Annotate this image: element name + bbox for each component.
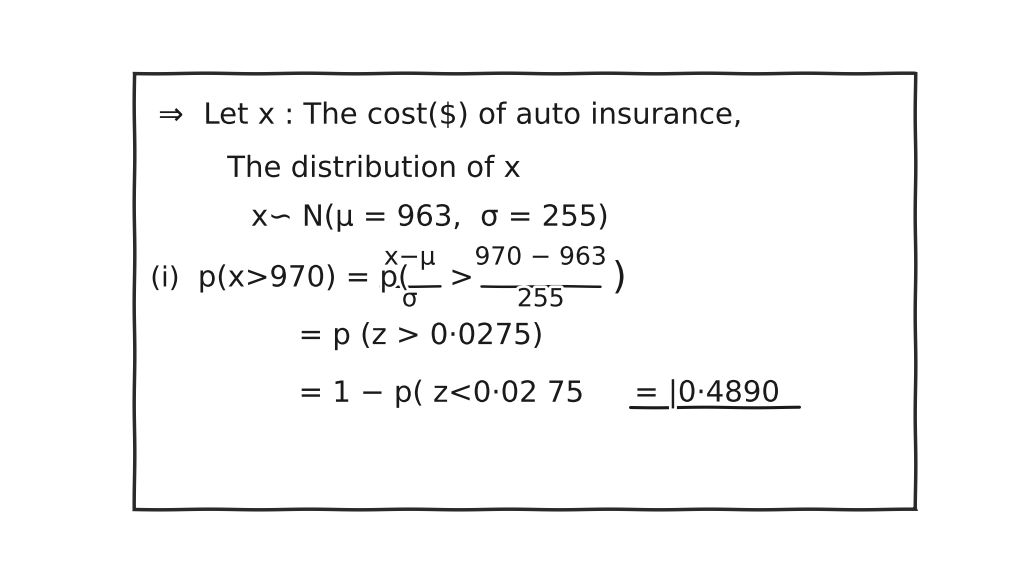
Text: Let x : The cost($) of auto insurance,: Let x : The cost($) of auto insurance, <box>204 102 742 130</box>
Text: p(x>970) = p(: p(x>970) = p( <box>198 264 409 293</box>
Text: = 1 − p( z<0·02 75: = 1 − p( z<0·02 75 <box>299 380 584 408</box>
Text: = |0·4890: = |0·4890 <box>634 380 779 408</box>
Text: x−μ: x−μ <box>384 245 435 270</box>
Text: 970 − 963: 970 − 963 <box>474 245 607 270</box>
Text: ⇒: ⇒ <box>158 101 183 130</box>
Text: The distribution of x: The distribution of x <box>227 155 521 183</box>
Text: 255: 255 <box>517 287 564 312</box>
Text: x∽ N(μ = 963,  σ = 255): x∽ N(μ = 963, σ = 255) <box>251 204 608 232</box>
Text: (i): (i) <box>151 264 179 293</box>
Text: >: > <box>450 264 474 293</box>
Text: σ: σ <box>401 287 418 312</box>
Text: = p (z > 0·0275): = p (z > 0·0275) <box>299 322 543 350</box>
Text: ): ) <box>612 260 627 297</box>
